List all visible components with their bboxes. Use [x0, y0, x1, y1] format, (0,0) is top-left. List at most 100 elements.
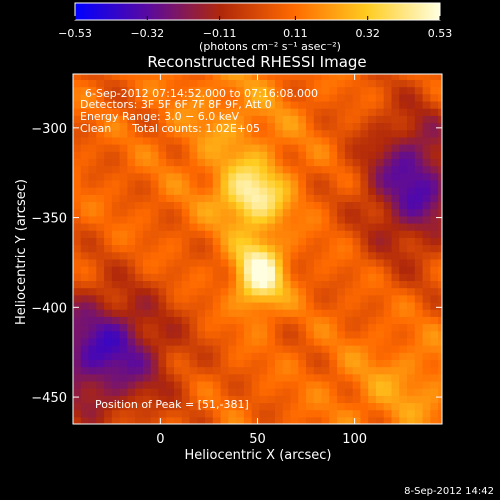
heatmap-cell [329, 93, 338, 102]
heatmap-cell [282, 273, 292, 282]
heatmap-cell [166, 380, 175, 389]
heatmap-cell [135, 373, 144, 382]
heatmap-cell [321, 330, 330, 339]
heatmap-cell [236, 323, 245, 332]
heatmap-cell [344, 158, 354, 167]
heatmap-cell [360, 380, 369, 389]
heatmap-cell [337, 151, 346, 159]
heatmap-cell [329, 380, 338, 389]
heatmap-cell [352, 366, 362, 375]
heatmap-cell [158, 416, 167, 424]
heatmap-cell [321, 93, 330, 102]
heatmap-cell [220, 345, 229, 353]
heatmap-cell [290, 93, 299, 102]
heatmap-cell [391, 144, 400, 152]
heatmap-cell [142, 337, 152, 346]
heatmap-cell [197, 345, 206, 353]
heatmap-cell [391, 366, 400, 375]
heatmap-cell [290, 79, 299, 88]
heatmap-cell [306, 115, 315, 124]
heatmap-cell [306, 158, 315, 167]
heatmap-cell [321, 179, 330, 188]
heatmap-cell [197, 280, 206, 289]
heatmap-cell [414, 251, 424, 260]
heatmap-cell [251, 366, 261, 375]
heatmap-cell [205, 323, 214, 332]
heatmap-cell [368, 301, 377, 310]
heatmap-cell [181, 194, 191, 203]
heatmap-cell [282, 222, 292, 231]
heatmap-cell [96, 258, 105, 267]
heatmap-cell [329, 194, 338, 203]
heatmap-cell [142, 201, 152, 210]
heatmap-cell [337, 208, 346, 217]
heatmap-cell [290, 172, 299, 181]
heatmap-cell [274, 230, 284, 238]
heatmap-cell [391, 251, 400, 260]
heatmap-cell [80, 108, 90, 116]
heatmap-cell [414, 108, 424, 116]
heatmap-cell [375, 194, 385, 203]
heatmap-cell [383, 136, 393, 145]
heatmap-cell [236, 222, 245, 231]
heatmap-cell [236, 309, 245, 317]
heatmap-cell [298, 122, 307, 131]
heatmap-cell [313, 194, 323, 203]
heatmap-cell [228, 201, 237, 210]
heatmap-cell [236, 237, 245, 246]
heatmap-cell [274, 93, 284, 102]
heatmap-cell [205, 359, 214, 368]
heatmap-cell [267, 373, 276, 382]
heatmap-cell [119, 108, 128, 116]
heatmap-cell [104, 108, 113, 116]
heatmap-cell [407, 158, 416, 167]
heatmap-cell [251, 237, 261, 246]
heatmap-cell [173, 273, 183, 282]
heatmap-cell [88, 237, 97, 246]
heatmap-cell [391, 345, 400, 353]
heatmap-cell [352, 266, 362, 274]
heatmap-cell [352, 395, 362, 404]
heatmap-cell [119, 416, 128, 424]
heatmap-cell [205, 93, 214, 102]
heatmap-cell [243, 115, 253, 124]
heatmap-cell [228, 395, 237, 404]
heatmap-cell [414, 208, 424, 217]
heatmap-cell [282, 416, 292, 424]
heatmap-cell [166, 280, 175, 289]
heatmap-cell [321, 151, 330, 159]
heatmap-cell [438, 172, 442, 181]
heatmap-cell [212, 258, 222, 267]
heatmap-cell [135, 115, 144, 124]
heatmap-cell [135, 330, 144, 339]
heatmap-cell [236, 79, 245, 88]
heatmap-cell [181, 359, 191, 368]
heatmap-cell [158, 323, 167, 332]
heatmap-cell [142, 266, 152, 274]
heatmap-cell [430, 337, 439, 346]
heatmap-cell [399, 165, 408, 174]
heatmap-cell [236, 86, 245, 95]
heatmap-cell [306, 208, 315, 217]
heatmap-cell [430, 316, 439, 325]
heatmap-cell [352, 215, 362, 224]
heatmap-cell [142, 215, 152, 224]
heatmap-cell [197, 273, 206, 282]
heatmap-cell [73, 158, 82, 167]
heatmap-cell [282, 179, 292, 188]
heatmap-cell [236, 194, 245, 203]
heatmap-cell [212, 129, 222, 138]
heatmap-cell [220, 122, 229, 131]
heatmap-cell [220, 230, 229, 238]
heatmap-cell [251, 86, 261, 95]
heatmap-cell [189, 337, 198, 346]
heatmap-cell [313, 280, 323, 289]
heatmap-cell [142, 237, 152, 246]
heatmap-cell [88, 172, 97, 181]
heatmap-cell [337, 237, 346, 246]
heatmap-cell [251, 151, 261, 159]
heatmap-cell [220, 158, 229, 167]
heatmap-cell [189, 251, 198, 260]
heatmap-cell [267, 316, 276, 325]
heatmap-cell [88, 187, 97, 195]
